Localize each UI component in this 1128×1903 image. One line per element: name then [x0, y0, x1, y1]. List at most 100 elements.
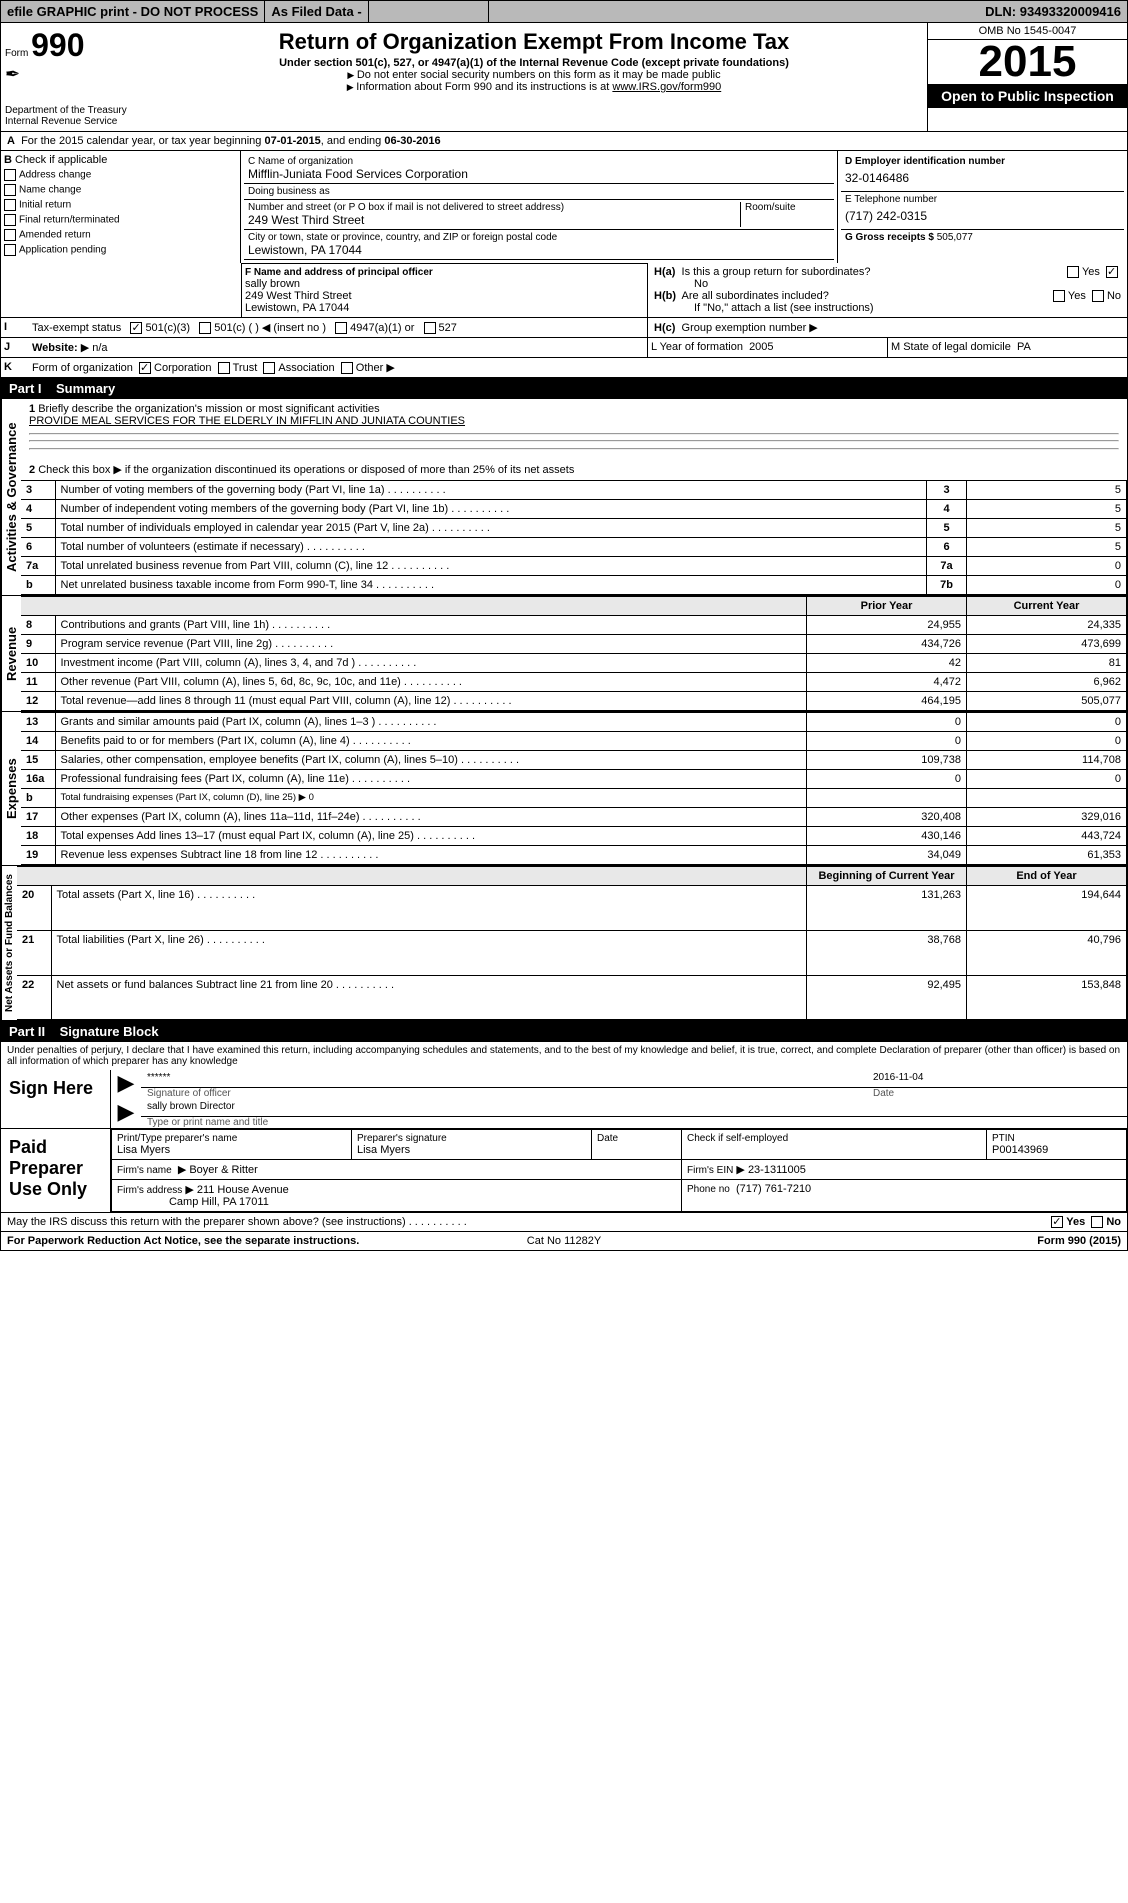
- check-501c[interactable]: [199, 322, 211, 334]
- table-row: 18Total expenses Add lines 13–17 (must e…: [21, 827, 1127, 846]
- check-corp[interactable]: [139, 362, 151, 374]
- table-row: bTotal fundraising expenses (Part IX, co…: [21, 789, 1127, 808]
- table-row: 13Grants and similar amounts paid (Part …: [21, 713, 1127, 732]
- check-assoc[interactable]: [263, 362, 275, 374]
- row-a-tax-year: A For the 2015 calendar year, or tax yea…: [1, 132, 1127, 151]
- as-filed-label: As Filed Data -: [265, 1, 368, 22]
- firm-addr2: Camp Hill, PA 17011: [169, 1196, 269, 1208]
- check-final-return[interactable]: [4, 214, 16, 226]
- table-row: 7aTotal unrelated business revenue from …: [21, 557, 1127, 576]
- irs-link[interactable]: www.IRS.gov/form990: [612, 81, 721, 93]
- check-application-pending[interactable]: [4, 244, 16, 256]
- form-note-ssn: Do not enter social security numbers on …: [145, 69, 923, 81]
- header-left: Form 990 ✒ Department of the Treasury In…: [1, 23, 141, 131]
- gov-table: 3Number of voting members of the governi…: [21, 480, 1127, 595]
- h-b-no[interactable]: [1092, 290, 1104, 302]
- part-i-header: Part I Summary: [1, 378, 1127, 399]
- sign-here-block: Sign Here ▶ ****** Signature of officer …: [1, 1070, 1127, 1129]
- col-f-officer: F Name and address of principal officer …: [241, 263, 647, 317]
- ptin: P00143969: [992, 1144, 1121, 1156]
- na-table: Beginning of Current Year End of Year 20…: [17, 866, 1127, 1020]
- table-row: 16aProfessional fundraising fees (Part I…: [21, 770, 1127, 789]
- check-527[interactable]: [424, 322, 436, 334]
- rev-table: Prior Year Current Year 8Contributions a…: [21, 596, 1127, 711]
- efile-notice: efile GRAPHIC print - DO NOT PROCESS: [1, 1, 265, 22]
- sign-here-label: Sign Here: [1, 1070, 111, 1128]
- form-label: Form: [5, 48, 28, 59]
- phone: (717) 242-0315: [845, 205, 1120, 227]
- table-row: 21Total liabilities (Part X, line 26)38,…: [17, 930, 1127, 975]
- check-name-change[interactable]: [4, 184, 16, 196]
- table-row: 3Number of voting members of the governi…: [21, 481, 1127, 500]
- check-4947[interactable]: [335, 322, 347, 334]
- form-header: Form 990 ✒ Department of the Treasury In…: [1, 23, 1127, 132]
- part-ii-header: Part II Signature Block: [1, 1021, 1127, 1042]
- sign-date: 2016-11-04: [867, 1070, 1127, 1088]
- exp-table: 13Grants and similar amounts paid (Part …: [21, 712, 1127, 865]
- officer-addr1: 249 West Third Street: [245, 290, 644, 302]
- header-right: OMB No 1545-0047 2015 Open to Public Ins…: [927, 23, 1127, 131]
- exp-section: Expenses 13Grants and similar amounts pa…: [1, 712, 1127, 866]
- page-footer: For Paperwork Reduction Act Notice, see …: [1, 1232, 1127, 1250]
- check-address-change[interactable]: [4, 169, 16, 181]
- identity-block: B Check if applicable Address change Nam…: [1, 151, 1127, 263]
- check-amended[interactable]: [4, 229, 16, 241]
- org-city: Lewistown, PA 17044: [248, 243, 830, 257]
- h-b-yes[interactable]: [1053, 290, 1065, 302]
- col-deg: D Employer identification number 32-0146…: [837, 151, 1127, 263]
- table-row: 9Program service revenue (Part VIII, lin…: [21, 635, 1127, 654]
- rev-section: Revenue Prior Year Current Year 8Contrib…: [1, 596, 1127, 712]
- form-number: 990: [31, 27, 84, 63]
- firm-phone: (717) 761-7210: [736, 1183, 811, 1195]
- discuss-yes[interactable]: [1051, 1216, 1063, 1228]
- firm-addr1: 211 House Avenue: [197, 1184, 289, 1196]
- check-trust[interactable]: [218, 362, 230, 374]
- domicile-state: PA: [1017, 341, 1031, 353]
- form-title: Return of Organization Exempt From Incom…: [145, 29, 923, 55]
- firm-name: Boyer & Ritter: [189, 1164, 257, 1176]
- preparer-signature: Lisa Myers: [357, 1144, 586, 1156]
- table-row: 12Total revenue—add lines 8 through 11 (…: [21, 692, 1127, 711]
- form-subtitle: Under section 501(c), 527, or 4947(a)(1)…: [145, 57, 923, 69]
- website: n/a: [92, 342, 107, 354]
- top-bar: efile GRAPHIC print - DO NOT PROCESS As …: [1, 1, 1127, 23]
- table-row: 6Total number of volunteers (estimate if…: [21, 538, 1127, 557]
- form-990-page: efile GRAPHIC print - DO NOT PROCESS As …: [0, 0, 1128, 1251]
- col-c-org-info: C Name of organization Mifflin-Juniata F…: [241, 151, 837, 263]
- officer-name: sally brown: [245, 278, 644, 290]
- table-row: 10Investment income (Part VIII, column (…: [21, 654, 1127, 673]
- h-a-no[interactable]: [1106, 266, 1118, 278]
- row-k: K Form of organization Corporation Trust…: [1, 358, 1127, 378]
- mission-text: PROVIDE MEAL SERVICES FOR THE ELDERLY IN…: [29, 415, 465, 427]
- table-row: 20Total assets (Part X, line 16)131,2631…: [17, 886, 1127, 931]
- h-a-yes[interactable]: [1067, 266, 1079, 278]
- gov-section: Activities & Governance 1 Briefly descri…: [1, 399, 1127, 596]
- header-mid: Return of Organization Exempt From Incom…: [141, 23, 927, 131]
- discuss-no[interactable]: [1091, 1216, 1103, 1228]
- row-i: I Tax-exempt status 501(c)(3) 501(c) ( )…: [1, 318, 1127, 338]
- table-row: bNet unrelated business taxable income f…: [21, 576, 1127, 595]
- col-h: H(a) Is this a group return for subordin…: [647, 263, 1127, 317]
- table-row: 5Total number of individuals employed in…: [21, 519, 1127, 538]
- year-formation: 2005: [749, 341, 773, 353]
- preparer-name: Lisa Myers: [117, 1144, 346, 1156]
- row-j: J Website: ▶ n/a L Year of formation 200…: [1, 338, 1127, 358]
- na-side-label: Net Assets or Fund Balances: [1, 866, 17, 1020]
- table-row: 11Other revenue (Part VIII, column (A), …: [21, 673, 1127, 692]
- rev-side-label: Revenue: [1, 596, 21, 711]
- discuss-row: May the IRS discuss this return with the…: [1, 1213, 1127, 1232]
- na-section: Net Assets or Fund Balances Beginning of…: [1, 866, 1127, 1021]
- ein: 32-0146486: [845, 167, 1120, 189]
- table-row: 17Other expenses (Part IX, column (A), l…: [21, 808, 1127, 827]
- form-note-info: Information about Form 990 and its instr…: [145, 81, 923, 93]
- table-row: 8Contributions and grants (Part VIII, li…: [21, 616, 1127, 635]
- fh-block: F Name and address of principal officer …: [1, 263, 1127, 318]
- check-other[interactable]: [341, 362, 353, 374]
- table-row: 15Salaries, other compensation, employee…: [21, 751, 1127, 770]
- table-row: 19Revenue less expenses Subtract line 18…: [21, 846, 1127, 865]
- gross-receipts: 505,077: [937, 232, 973, 243]
- officer-signature: ******: [141, 1070, 867, 1088]
- check-501c3[interactable]: [130, 322, 142, 334]
- check-initial-return[interactable]: [4, 199, 16, 211]
- open-to-public: Open to Public Inspection: [928, 84, 1127, 108]
